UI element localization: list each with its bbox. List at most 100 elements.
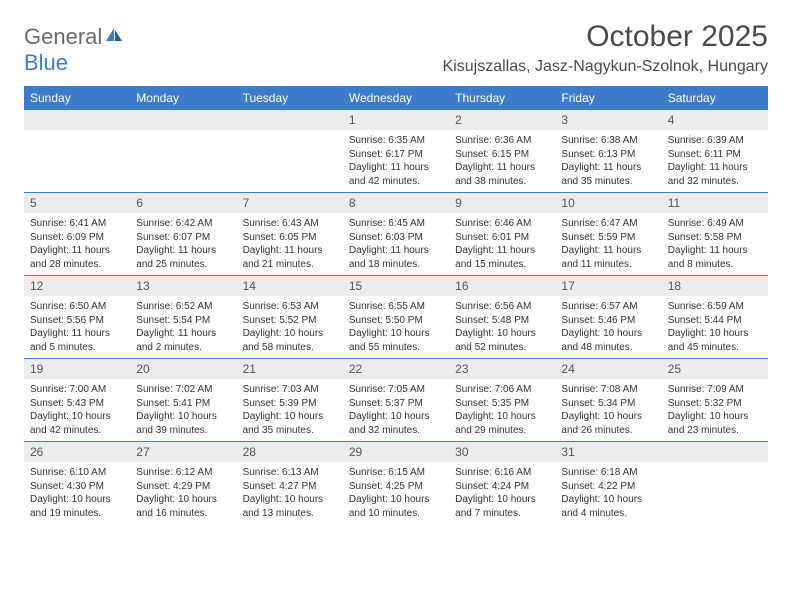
day-cell: 28Sunrise: 6:13 AMSunset: 4:27 PMDayligh…	[237, 442, 343, 524]
sunrise-text: Sunrise: 6:45 AM	[349, 217, 443, 231]
daylight-text: and 2 minutes.	[136, 341, 230, 355]
day-cell: 19Sunrise: 7:00 AMSunset: 5:43 PMDayligh…	[24, 359, 130, 441]
daylight-text: Daylight: 10 hours	[30, 493, 124, 507]
daylight-text: and 39 minutes.	[136, 424, 230, 438]
sunrise-text: Sunrise: 6:52 AM	[136, 300, 230, 314]
daylight-text: and 45 minutes.	[668, 341, 762, 355]
day-content: Sunrise: 6:36 AMSunset: 6:15 PMDaylight:…	[449, 130, 555, 192]
daylight-text: Daylight: 10 hours	[561, 493, 655, 507]
day-cell: 10Sunrise: 6:47 AMSunset: 5:59 PMDayligh…	[555, 193, 661, 275]
day-cell	[237, 110, 343, 192]
day-number: 5	[24, 193, 130, 213]
daylight-text: and 13 minutes.	[243, 507, 337, 521]
day-cell: 17Sunrise: 6:57 AMSunset: 5:46 PMDayligh…	[555, 276, 661, 358]
day-number: 6	[130, 193, 236, 213]
daylight-text: Daylight: 11 hours	[136, 327, 230, 341]
daylight-text: and 35 minutes.	[243, 424, 337, 438]
day-cell: 14Sunrise: 6:53 AMSunset: 5:52 PMDayligh…	[237, 276, 343, 358]
day-cell: 27Sunrise: 6:12 AMSunset: 4:29 PMDayligh…	[130, 442, 236, 524]
daylight-text: Daylight: 10 hours	[349, 493, 443, 507]
day-content: Sunrise: 6:13 AMSunset: 4:27 PMDaylight:…	[237, 462, 343, 524]
day-cell: 30Sunrise: 6:16 AMSunset: 4:24 PMDayligh…	[449, 442, 555, 524]
sunrise-text: Sunrise: 7:03 AM	[243, 383, 337, 397]
sunset-text: Sunset: 5:50 PM	[349, 314, 443, 328]
logo-text-blue: Blue	[24, 50, 68, 75]
daylight-text: Daylight: 10 hours	[455, 410, 549, 424]
sunrise-text: Sunrise: 7:00 AM	[30, 383, 124, 397]
sunset-text: Sunset: 5:39 PM	[243, 397, 337, 411]
day-content: Sunrise: 6:12 AMSunset: 4:29 PMDaylight:…	[130, 462, 236, 524]
daylight-text: Daylight: 11 hours	[243, 244, 337, 258]
sunrise-text: Sunrise: 6:42 AM	[136, 217, 230, 231]
day-number: 27	[130, 442, 236, 462]
day-headers-row: Sunday Monday Tuesday Wednesday Thursday…	[24, 86, 768, 110]
day-content: Sunrise: 6:43 AMSunset: 6:05 PMDaylight:…	[237, 213, 343, 275]
sunrise-text: Sunrise: 6:46 AM	[455, 217, 549, 231]
daylight-text: and 25 minutes.	[136, 258, 230, 272]
sunrise-text: Sunrise: 6:10 AM	[30, 466, 124, 480]
day-cell: 9Sunrise: 6:46 AMSunset: 6:01 PMDaylight…	[449, 193, 555, 275]
sunset-text: Sunset: 5:48 PM	[455, 314, 549, 328]
empty-day	[130, 110, 236, 130]
day-cell: 20Sunrise: 7:02 AMSunset: 5:41 PMDayligh…	[130, 359, 236, 441]
title-block: October 2025 Kisujszallas, Jasz-Nagykun-…	[443, 20, 768, 76]
day-number: 15	[343, 276, 449, 296]
day-content: Sunrise: 6:42 AMSunset: 6:07 PMDaylight:…	[130, 213, 236, 275]
day-content: Sunrise: 7:09 AMSunset: 5:32 PMDaylight:…	[662, 379, 768, 441]
daylight-text: Daylight: 11 hours	[349, 244, 443, 258]
sunset-text: Sunset: 5:46 PM	[561, 314, 655, 328]
daylight-text: and 38 minutes.	[455, 175, 549, 189]
day-content: Sunrise: 6:41 AMSunset: 6:09 PMDaylight:…	[24, 213, 130, 275]
day-number: 1	[343, 110, 449, 130]
sunrise-text: Sunrise: 7:08 AM	[561, 383, 655, 397]
day-cell: 11Sunrise: 6:49 AMSunset: 5:58 PMDayligh…	[662, 193, 768, 275]
sunset-text: Sunset: 4:22 PM	[561, 480, 655, 494]
daylight-text: and 18 minutes.	[349, 258, 443, 272]
day-content: Sunrise: 7:06 AMSunset: 5:35 PMDaylight:…	[449, 379, 555, 441]
sunset-text: Sunset: 6:07 PM	[136, 231, 230, 245]
day-number: 25	[662, 359, 768, 379]
daylight-text: and 16 minutes.	[136, 507, 230, 521]
sunrise-text: Sunrise: 6:35 AM	[349, 134, 443, 148]
sunset-text: Sunset: 5:54 PM	[136, 314, 230, 328]
day-content: Sunrise: 6:57 AMSunset: 5:46 PMDaylight:…	[555, 296, 661, 358]
sunrise-text: Sunrise: 7:02 AM	[136, 383, 230, 397]
day-content: Sunrise: 6:15 AMSunset: 4:25 PMDaylight:…	[343, 462, 449, 524]
sunrise-text: Sunrise: 6:49 AM	[668, 217, 762, 231]
daylight-text: Daylight: 10 hours	[136, 410, 230, 424]
day-cell: 16Sunrise: 6:56 AMSunset: 5:48 PMDayligh…	[449, 276, 555, 358]
empty-day	[662, 442, 768, 462]
sunset-text: Sunset: 5:59 PM	[561, 231, 655, 245]
daylight-text: and 5 minutes.	[30, 341, 124, 355]
page: General Blue October 2025 Kisujszallas, …	[0, 0, 792, 544]
day-content: Sunrise: 6:59 AMSunset: 5:44 PMDaylight:…	[662, 296, 768, 358]
day-cell: 7Sunrise: 6:43 AMSunset: 6:05 PMDaylight…	[237, 193, 343, 275]
week-row: 1Sunrise: 6:35 AMSunset: 6:17 PMDaylight…	[24, 110, 768, 192]
daylight-text: and 8 minutes.	[668, 258, 762, 272]
weeks-container: 1Sunrise: 6:35 AMSunset: 6:17 PMDaylight…	[24, 110, 768, 524]
day-content: Sunrise: 6:45 AMSunset: 6:03 PMDaylight:…	[343, 213, 449, 275]
day-number: 13	[130, 276, 236, 296]
calendar: Sunday Monday Tuesday Wednesday Thursday…	[24, 86, 768, 524]
day-cell	[662, 442, 768, 524]
daylight-text: and 52 minutes.	[455, 341, 549, 355]
week-row: 19Sunrise: 7:00 AMSunset: 5:43 PMDayligh…	[24, 358, 768, 441]
daylight-text: and 55 minutes.	[349, 341, 443, 355]
day-number: 8	[343, 193, 449, 213]
sunset-text: Sunset: 6:13 PM	[561, 148, 655, 162]
sunrise-text: Sunrise: 6:15 AM	[349, 466, 443, 480]
day-cell: 2Sunrise: 6:36 AMSunset: 6:15 PMDaylight…	[449, 110, 555, 192]
daylight-text: and 35 minutes.	[561, 175, 655, 189]
daylight-text: Daylight: 10 hours	[668, 327, 762, 341]
sunset-text: Sunset: 4:24 PM	[455, 480, 549, 494]
daylight-text: and 42 minutes.	[30, 424, 124, 438]
sunset-text: Sunset: 5:58 PM	[668, 231, 762, 245]
daylight-text: Daylight: 10 hours	[243, 410, 337, 424]
day-cell: 8Sunrise: 6:45 AMSunset: 6:03 PMDaylight…	[343, 193, 449, 275]
daylight-text: and 23 minutes.	[668, 424, 762, 438]
day-content: Sunrise: 6:49 AMSunset: 5:58 PMDaylight:…	[662, 213, 768, 275]
daylight-text: and 29 minutes.	[455, 424, 549, 438]
day-cell: 24Sunrise: 7:08 AMSunset: 5:34 PMDayligh…	[555, 359, 661, 441]
sunset-text: Sunset: 4:29 PM	[136, 480, 230, 494]
sunset-text: Sunset: 6:05 PM	[243, 231, 337, 245]
